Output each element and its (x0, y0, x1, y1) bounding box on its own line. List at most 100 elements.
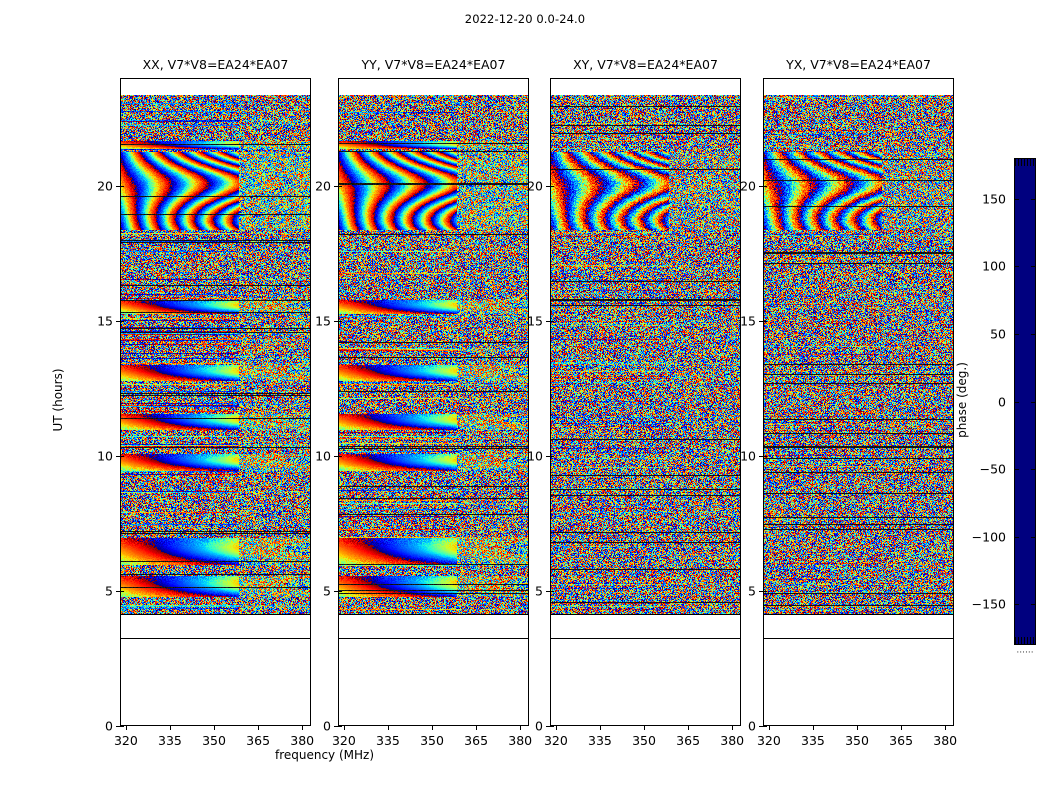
figure-suptitle: 2022-12-20 0.0-24.0 (464, 12, 586, 26)
y-tick-label: 15 (740, 313, 756, 329)
x-tick-mark-inner (344, 726, 345, 730)
axes-frame (120, 78, 311, 726)
axes-frame (763, 78, 954, 726)
colorbar-extend-hatch (1015, 159, 1035, 166)
y-tick-mark (759, 456, 763, 457)
y-tick-mark-inner (550, 591, 554, 592)
x-tick-label: 320 (331, 733, 356, 748)
phase-heatmap-yy (339, 79, 528, 725)
x-tick-label: 335 (588, 733, 612, 748)
scan-separator-line (764, 614, 953, 615)
y-tick-label: 0 (535, 718, 543, 734)
y-tick-mark-inner (763, 456, 767, 457)
x-tick-mark-inner (520, 726, 521, 730)
x-tick-label: 320 (113, 733, 138, 748)
y-tick-label: 15 (97, 313, 113, 329)
panel-xx[interactable]: XX, V7*V8=EA24*EA07 0 5 10 15 20 320 335 350 365 3… (97, 57, 314, 748)
panel-yy[interactable]: YY, V7*V8=EA24*EA07 0 5 10 15 20 320 335 350 365 3… (315, 57, 532, 748)
y-tick-label: 20 (315, 178, 331, 194)
colorbar-label: phase (deg.) (955, 361, 969, 438)
y-tick-mark (334, 726, 338, 727)
x-tick-mark-inner (126, 726, 127, 730)
x-tick-label: 380 (290, 733, 315, 748)
x-tick-mark-inner (432, 726, 433, 730)
y-tick-mark (759, 321, 763, 322)
panel-yx[interactable]: YX, V7*V8=EA24*EA07 0 5 10 15 20 320 335 350 365 3… (740, 57, 957, 748)
colorbar-tick-mark-right (1031, 402, 1036, 403)
colorbar-tick-mark-right (1031, 604, 1036, 605)
x-tick-mark-inner (258, 726, 259, 730)
colorbar-tick-label: −150 (971, 596, 1006, 612)
y-tick-mark-inner (120, 456, 124, 457)
scan-separator-line (121, 614, 310, 615)
x-tick-mark-inner (302, 726, 303, 730)
colorbar-tick-mark-right (1031, 266, 1036, 267)
y-tick-mark-inner (338, 321, 342, 322)
y-tick-mark-inner (550, 321, 554, 322)
x-tick-label: 380 (933, 733, 958, 748)
y-tick-mark-inner (120, 186, 124, 187)
y-tick-mark (546, 186, 550, 187)
axes-frame (550, 78, 741, 726)
x-tick-mark-inner (170, 726, 171, 730)
scan-separator-line (121, 638, 310, 639)
y-tick-mark (334, 591, 338, 592)
y-tick-label: 15 (527, 313, 543, 329)
x-tick-label: 365 (889, 733, 914, 748)
panel-title-xx: XX, V7*V8=EA24*EA07 (142, 57, 289, 72)
x-tick-label: 320 (543, 733, 568, 748)
x-tick-mark-inner (388, 726, 389, 730)
colorbar-extend-dots: ······ (1016, 648, 1034, 658)
colorbar[interactable] (1014, 158, 1036, 645)
x-tick-mark-inner (556, 726, 557, 730)
x-tick-label: 350 (845, 733, 869, 748)
x-tick-label: 335 (801, 733, 825, 748)
y-tick-mark (334, 186, 338, 187)
y-tick-mark-inner (550, 726, 554, 727)
y-tick-mark-inner (120, 726, 124, 727)
x-tick-label: 350 (632, 733, 656, 748)
y-tick-mark-inner (338, 726, 342, 727)
y-tick-label: 0 (105, 718, 113, 734)
colorbar-tick-mark-right (1031, 469, 1036, 470)
y-tick-mark-inner (338, 456, 342, 457)
x-tick-label: 350 (202, 733, 226, 748)
colorbar-tick-mark (1014, 469, 1019, 470)
y-tick-mark (116, 456, 120, 457)
y-tick-mark-inner (120, 591, 124, 592)
x-tick-mark-inner (644, 726, 645, 730)
x-tick-mark-inner (769, 726, 770, 730)
phase-heatmap-xy (551, 79, 740, 725)
y-tick-mark-inner (763, 726, 767, 727)
x-tick-label: 335 (158, 733, 182, 748)
colorbar-tick-mark (1014, 334, 1019, 335)
y-tick-mark (546, 726, 550, 727)
y-axis-label: UT (hours) (51, 368, 65, 432)
y-tick-label: 0 (323, 718, 331, 734)
colorbar-tick-label: −50 (979, 461, 1006, 477)
colorbar-tick-mark (1014, 402, 1019, 403)
colorbar-tick-label: 100 (982, 258, 1006, 274)
panel-xy[interactable]: XY, V7*V8=EA24*EA07 0 5 10 15 20 320 335 350 365 3… (527, 57, 744, 748)
x-tick-label: 365 (246, 733, 271, 748)
y-tick-mark (116, 726, 120, 727)
x-tick-mark-inner (600, 726, 601, 730)
y-tick-mark-inner (550, 186, 554, 187)
y-tick-mark (116, 321, 120, 322)
y-tick-mark (546, 321, 550, 322)
colorbar-tick-label: 0 (998, 394, 1006, 409)
colorbar-tick-mark (1014, 266, 1019, 267)
y-tick-label: 0 (748, 718, 756, 734)
y-tick-label: 10 (97, 448, 113, 464)
phase-heatmap-xx (121, 79, 310, 725)
x-tick-mark-inner (945, 726, 946, 730)
y-tick-label: 15 (315, 313, 331, 329)
scan-separator-line (764, 638, 953, 639)
colorbar-tick-mark-right (1031, 199, 1036, 200)
axes-frame (338, 78, 529, 726)
panel-title-yx: YX, V7*V8=EA24*EA07 (786, 57, 931, 72)
y-tick-mark (334, 321, 338, 322)
scan-separator-line (339, 614, 528, 615)
colorbar-gradient (1014, 158, 1036, 645)
